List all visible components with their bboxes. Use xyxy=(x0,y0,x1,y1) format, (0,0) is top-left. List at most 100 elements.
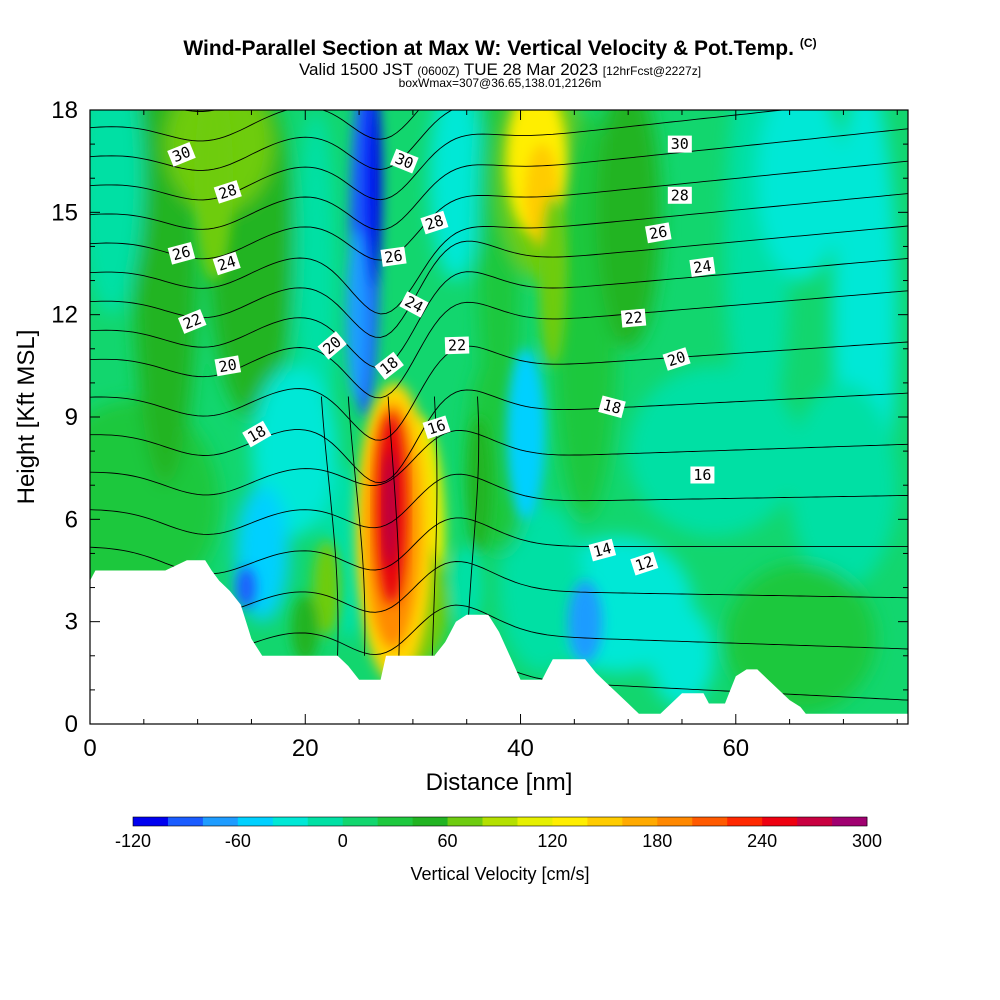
field-soft-layer xyxy=(90,110,898,714)
colorbar-tick-label: 0 xyxy=(338,831,348,851)
theta-label-text: 14 xyxy=(591,539,613,561)
theta-label-bg xyxy=(598,395,626,419)
theta-label-bg xyxy=(420,210,449,235)
theta-label-text: 16 xyxy=(425,416,448,439)
colorbar-swatch xyxy=(622,817,658,826)
valid-time: Valid 1500 JST xyxy=(298,60,413,79)
y-tick-label: 0 xyxy=(65,711,78,738)
theta-label-text: 28 xyxy=(216,181,239,204)
theta-label-20: 20 xyxy=(662,347,691,371)
theta-label-bg xyxy=(389,148,419,174)
field-region xyxy=(506,348,546,520)
field-region xyxy=(538,195,567,366)
colorbar-tick-label: -120 xyxy=(115,831,151,851)
colorbar-swatch xyxy=(447,817,483,826)
colorbar-frame xyxy=(132,816,868,827)
field-region xyxy=(595,110,661,349)
field-region xyxy=(312,539,341,636)
theta-label-text: 30 xyxy=(170,143,193,166)
y-axis-label: Height [Kft MSL] xyxy=(13,330,40,505)
terrain-mask xyxy=(90,560,908,724)
field-region xyxy=(90,399,220,605)
theta-label-17: 26 xyxy=(645,222,672,244)
title-main-text: Wind-Parallel Section at Max W: Vertical… xyxy=(183,37,794,60)
chart-title: Wind-Parallel Section at Max W: Vertical… xyxy=(0,36,1000,61)
theta-label-bg xyxy=(630,551,659,576)
theta-contour xyxy=(90,473,908,535)
theta-label-24: 12 xyxy=(630,551,659,576)
theta-contour xyxy=(90,0,908,82)
field-region xyxy=(567,580,603,663)
theta-label-bg xyxy=(167,141,196,167)
terrain xyxy=(90,560,908,724)
theta-label-1: 28 xyxy=(213,180,242,204)
theta-label-text: 20 xyxy=(217,355,238,376)
colorbar-swatch xyxy=(412,817,448,826)
field-region xyxy=(498,502,586,673)
theta-label-text: 28 xyxy=(671,186,689,204)
theta-contour xyxy=(90,0,908,53)
theta-label-bg xyxy=(690,466,715,484)
theta-label-8: 30 xyxy=(389,148,419,174)
colorbar-swatch xyxy=(762,817,798,826)
theta-label-text: 16 xyxy=(693,466,711,484)
colorbar-swatch xyxy=(727,817,763,826)
box-wmax-text: boxWmax=307@36.65,138.01,2126m xyxy=(398,76,602,90)
chart-subtitle: Valid 1500 JST (0600Z) TUE 28 Mar 2023 [… xyxy=(0,60,1000,80)
field-region xyxy=(649,604,715,707)
theta-label-19: 22 xyxy=(620,308,647,328)
theta-label-bg xyxy=(689,256,716,277)
colorbar-swatch xyxy=(237,817,274,826)
colorbar-swatch xyxy=(272,817,309,826)
theta-label-23: 14 xyxy=(588,538,617,562)
field-region xyxy=(291,594,320,663)
colorbar: -120 -60 0 60 120 180 240 300 xyxy=(115,816,882,851)
theta-contour xyxy=(90,160,908,261)
theta-label-bg xyxy=(380,246,407,267)
theta-label-bg xyxy=(667,135,692,153)
colorbar-label: Vertical Velocity [cm/s] xyxy=(410,864,589,884)
theta-label-9: 28 xyxy=(420,210,449,235)
x-tick-label: 20 xyxy=(292,735,319,762)
theta-label-bg xyxy=(317,331,347,360)
colorbar-swatch xyxy=(832,817,868,826)
x-tick-label: 60 xyxy=(722,735,749,762)
x-tick-label: 0 xyxy=(83,735,96,762)
colorbar-swatch xyxy=(377,817,414,826)
y-tick-label: 3 xyxy=(65,609,78,636)
theta-label-bg xyxy=(620,308,647,328)
theta-label-bg xyxy=(645,222,672,244)
colorbar-swatch xyxy=(133,817,169,826)
theta-contour xyxy=(90,193,908,315)
valid-utc: (0600Z) xyxy=(417,64,460,78)
theta-label-bg xyxy=(667,186,692,204)
field-region xyxy=(194,110,234,281)
theta-contour xyxy=(90,389,908,484)
field-region xyxy=(789,382,898,588)
theta-contour xyxy=(90,0,908,23)
theta-label-15: 30 xyxy=(667,135,692,153)
field-region xyxy=(294,110,338,452)
colorbar-swatch xyxy=(552,817,588,826)
theta-label-18: 24 xyxy=(689,256,716,277)
theta-contour xyxy=(182,110,217,112)
theta-label-bg xyxy=(422,415,451,440)
theta-contour xyxy=(90,517,908,575)
theta-label-text: 22 xyxy=(448,336,467,355)
colorbar-tick-label: 180 xyxy=(642,831,672,851)
y-tick-label: 15 xyxy=(51,199,78,226)
theta-label-2: 26 xyxy=(167,241,196,265)
field-region xyxy=(90,110,144,315)
forecast-info: [12hrFcst@2227z] xyxy=(602,64,702,78)
colorbar-tick-label: 300 xyxy=(852,831,882,851)
theta-label-10: 26 xyxy=(380,246,407,267)
updraft-core xyxy=(383,451,397,568)
colorbar-tick-label: 240 xyxy=(747,831,777,851)
field-region xyxy=(133,110,198,486)
colorbar-swatch xyxy=(202,817,239,826)
theta-label-13: 22 xyxy=(444,336,470,355)
colorbar-tick-label: -60 xyxy=(225,831,251,851)
theta-contour xyxy=(320,396,339,656)
theta-label-text: 22 xyxy=(181,310,204,333)
